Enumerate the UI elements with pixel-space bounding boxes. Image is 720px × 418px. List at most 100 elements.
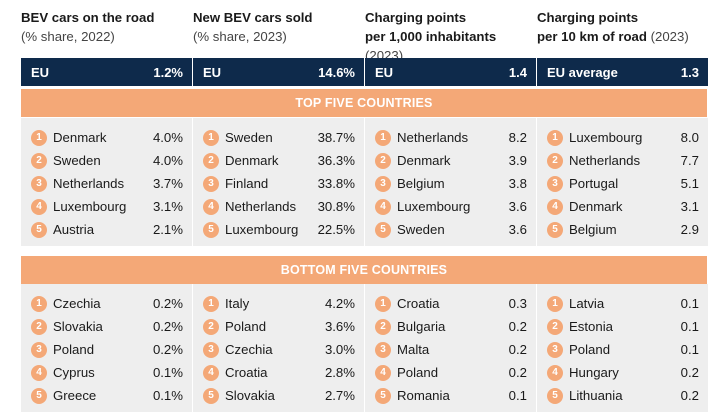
country-value: 0.1% — [152, 388, 183, 403]
list-item: 5 Sweden 3.6 — [365, 218, 536, 241]
country-value: 2.9 — [680, 222, 699, 237]
country-value: 0.3 — [508, 296, 527, 311]
country-name: Netherlands — [397, 130, 469, 145]
rank-badge: 3 — [31, 341, 47, 358]
column-headers: BEV cars on the road (% share, 2022) New… — [21, 8, 707, 63]
list-item: 2 Denmark 3.9 — [365, 149, 536, 172]
country-name: Finland — [225, 176, 269, 191]
header-title-line2: per 10 km of road — [537, 29, 647, 44]
country-name: Poland — [397, 365, 439, 380]
list-item: 5 Greece 0.1% — [21, 384, 192, 407]
bottom-list-column: 1 Croatia 0.3 2 Bulgaria 0.2 3 Malta 0.2 4 Poland 0… — [365, 284, 536, 412]
country-name: Romania — [397, 388, 450, 403]
header-charging-per-inhabitants: Charging points per 1,000 inhabitants (2… — [365, 8, 536, 65]
list-item: 5 Slovakia 2.7% — [193, 384, 364, 407]
bottom-five-lists: 1 Czechia 0.2% 2 Slovakia 0.2% 3 Poland 0.2% 4 Cyp… — [21, 284, 708, 412]
header-charging-per-road: Charging points per 10 km of road (2023) — [537, 8, 708, 65]
rank-badge: 2 — [547, 152, 563, 169]
list-item: 1 Latvia 0.1 — [537, 292, 708, 315]
country-name: Belgium — [569, 222, 617, 237]
country-value: 2.7% — [324, 388, 355, 403]
top-list-column: 1 Denmark 4.0% 2 Sweden 4.0% 3 Netherlands 3.7% 4… — [21, 118, 192, 246]
header-new-bev-sold: New BEV cars sold (% share, 2023) — [193, 8, 364, 65]
country-name: Denmark — [397, 153, 451, 168]
bottom-list-column: 1 Czechia 0.2% 2 Slovakia 0.2% 3 Poland 0.2% 4 Cyp… — [21, 284, 192, 412]
country-value: 7.7 — [680, 153, 699, 168]
top-five-lists: 1 Denmark 4.0% 2 Sweden 4.0% 3 Netherlands 3.7% 4… — [21, 118, 708, 246]
list-item: 5 Austria 2.1% — [21, 218, 192, 241]
rank-badge: 3 — [31, 175, 47, 192]
eu-label: EU — [375, 64, 394, 80]
country-value: 0.2 — [508, 342, 527, 357]
bottom-five-banner: BOTTOM FIVE COUNTRIES — [21, 256, 707, 284]
list-item: 1 Netherlands 8.2 — [365, 126, 536, 149]
list-item: 2 Poland 3.6% — [193, 315, 364, 338]
list-item: 2 Sweden 4.0% — [21, 149, 192, 172]
eu-value: 14.6% — [318, 64, 355, 80]
list-item: 3 Czechia 3.0% — [193, 338, 364, 361]
rank-badge: 5 — [375, 221, 391, 238]
list-item: 2 Netherlands 7.7 — [537, 149, 708, 172]
country-name: Luxembourg — [569, 130, 643, 145]
list-item: 1 Luxembourg 8.0 — [537, 126, 708, 149]
header-title: BEV cars on the road — [21, 10, 155, 25]
rank-badge: 1 — [547, 295, 563, 312]
rank-badge: 4 — [31, 198, 47, 215]
country-value: 4.2% — [324, 296, 355, 311]
list-item: 4 Netherlands 30.8% — [193, 195, 364, 218]
list-item: 4 Poland 0.2 — [365, 361, 536, 384]
rank-badge: 2 — [203, 152, 219, 169]
header-bev-on-road: BEV cars on the road (% share, 2022) — [21, 8, 192, 65]
rank-badge: 2 — [547, 318, 563, 335]
header-title: Charging points — [537, 10, 639, 25]
eu-row: EU 1.2% EU 14.6% EU 1.4 EU average 1.3 — [21, 58, 708, 86]
rank-badge: 2 — [31, 318, 47, 335]
rank-badge: 4 — [375, 198, 391, 215]
country-name: Netherlands — [53, 176, 125, 191]
rank-badge: 1 — [375, 129, 391, 146]
header-title: Charging points — [365, 10, 467, 25]
rank-badge: 5 — [547, 387, 563, 404]
country-value: 0.1 — [680, 319, 699, 334]
country-value: 4.0% — [152, 153, 183, 168]
list-item: 5 Belgium 2.9 — [537, 218, 708, 241]
country-name: Malta — [397, 342, 430, 357]
rank-badge: 3 — [203, 175, 219, 192]
country-value: 22.5% — [317, 222, 355, 237]
country-value: 0.1 — [680, 342, 699, 357]
country-value: 36.3% — [317, 153, 355, 168]
country-value: 0.1 — [680, 296, 699, 311]
rank-badge: 3 — [547, 341, 563, 358]
list-item: 4 Luxembourg 3.6 — [365, 195, 536, 218]
list-item: 2 Estonia 0.1 — [537, 315, 708, 338]
top-list-column: 1 Netherlands 8.2 2 Denmark 3.9 3 Belgium 3.8 4 Lu… — [365, 118, 536, 246]
country-name: Sweden — [225, 130, 273, 145]
country-name: Sweden — [53, 153, 101, 168]
list-item: 4 Denmark 3.1 — [537, 195, 708, 218]
rank-badge: 1 — [375, 295, 391, 312]
country-value: 0.2% — [152, 342, 183, 357]
rank-badge: 5 — [203, 387, 219, 404]
country-value: 2.8% — [324, 365, 355, 380]
list-item: 5 Romania 0.1 — [365, 384, 536, 407]
country-value: 4.0% — [152, 130, 183, 145]
eu-cell: EU average 1.3 — [537, 58, 708, 86]
list-item: 3 Portugal 5.1 — [537, 172, 708, 195]
country-value: 3.9 — [508, 153, 527, 168]
rank-badge: 1 — [547, 129, 563, 146]
country-value: 30.8% — [317, 199, 355, 214]
bottom-list-column: 1 Italy 4.2% 2 Poland 3.6% 3 Czechia 3.0% 4 Croati… — [193, 284, 364, 412]
top-five-banner: TOP FIVE COUNTRIES — [21, 89, 707, 117]
list-item: 1 Sweden 38.7% — [193, 126, 364, 149]
country-name: Hungary — [569, 365, 619, 380]
list-item: 2 Denmark 36.3% — [193, 149, 364, 172]
country-name: Slovakia — [225, 388, 275, 403]
rank-badge: 5 — [375, 387, 391, 404]
country-value: 0.2% — [152, 319, 183, 334]
list-item: 3 Poland 0.1 — [537, 338, 708, 361]
country-value: 0.1% — [152, 365, 183, 380]
country-value: 0.2 — [680, 365, 699, 380]
header-subtitle: (% share, 2022) — [21, 29, 115, 44]
country-name: Italy — [225, 296, 250, 311]
eu-cell: EU 1.2% — [21, 58, 192, 86]
